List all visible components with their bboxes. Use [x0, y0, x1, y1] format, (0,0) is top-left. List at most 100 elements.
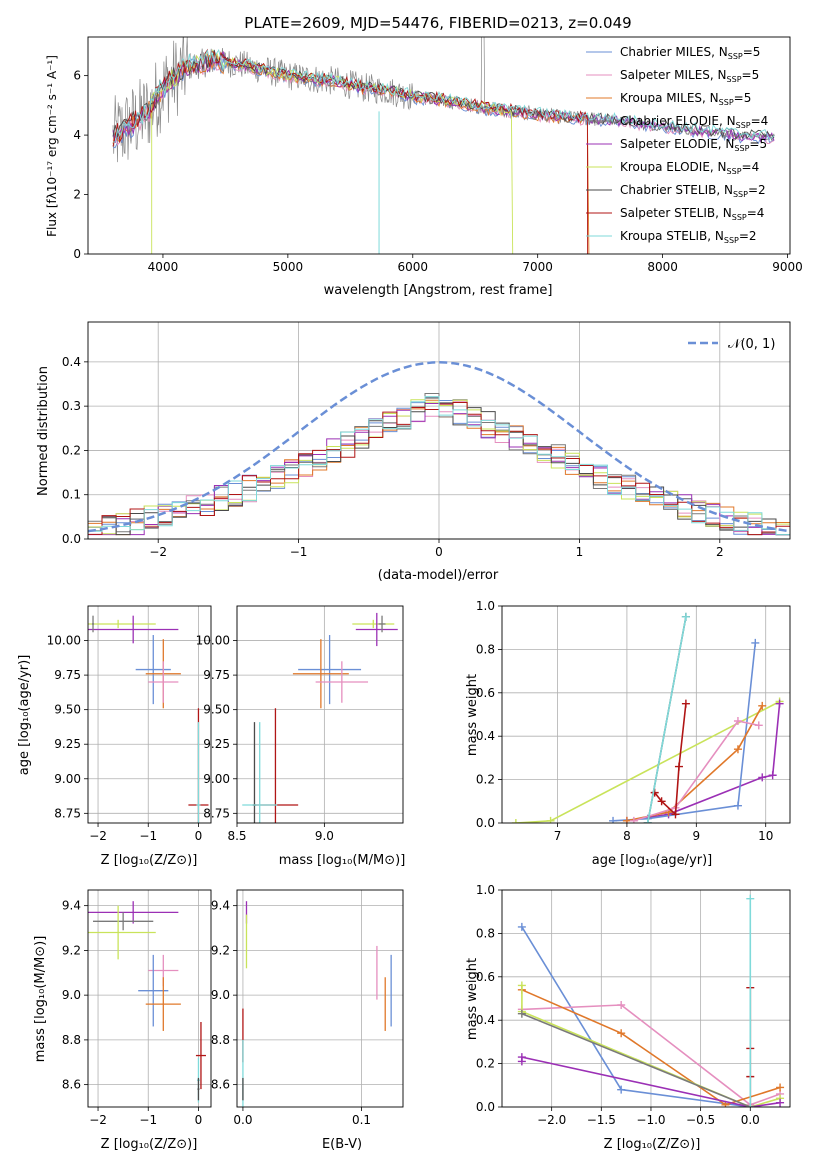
age_vs_mass-xtick-label: 9.0	[315, 829, 334, 843]
massweight-vs-z-ylabel: mass weight	[465, 958, 480, 1040]
mass_vs_ebv-ytick-label: 8.6	[211, 1078, 230, 1092]
massweight_vs_Z-ytick-label: 0.2	[476, 1057, 495, 1071]
series-line-kroupa_elodie	[521, 985, 781, 1107]
series-marker-salpeter_miles	[754, 721, 763, 730]
mass_vs_Z-xtick-label: −1	[139, 1113, 157, 1127]
age-vs-mass-panel: 8.5 9.0 8.75 9.00 9.25 9.50 9.75 10.00	[196, 605, 404, 843]
series-marker-salpeter_elodie	[768, 771, 777, 780]
mass_vs_ebv-xtick-label: 0.0	[233, 1113, 252, 1127]
massweight-vs-age-panel: 7 8 9 10 0.0 0.2 0.4 0.6 0.8 1.0	[476, 599, 791, 843]
series-marker-kroupa_miles	[617, 1029, 626, 1038]
series-marker-kroupa_stelib	[746, 894, 755, 903]
mass_vs_ebv-xtick-label: 0.1	[352, 1113, 371, 1127]
series-marker-chabrier_miles	[751, 638, 760, 647]
mass_vs_Z-ytick-label: 9.4	[62, 899, 81, 913]
series-marker-chabrier_miles	[609, 816, 618, 823]
series-marker-salpeter_stelib	[671, 810, 680, 819]
age_vs_mass-xtick-label: 8.5	[227, 829, 246, 843]
residuals-xtick-label: −2	[149, 545, 167, 559]
histogram-kroupa_stelib	[88, 396, 790, 539]
legend-entry-salpeter_miles: Salpeter MILES, NSSP=5	[620, 68, 759, 84]
spectrum-xtick-label: 6000	[397, 260, 428, 274]
residuals-ytick-label: 0.3	[62, 399, 81, 413]
massweight_vs_age-ytick-label: 0.2	[476, 773, 495, 787]
mass_vs_ebv-ytick-label: 9.4	[211, 899, 230, 913]
massweight_vs_Z-frame	[501, 889, 791, 1108]
series-marker-salpeter_stelib	[681, 699, 690, 708]
series-marker-salpeter_miles	[629, 816, 638, 823]
age-vs-mass-xlabel: mass [log₁₀(M/M⊙)]	[279, 853, 406, 868]
massweight_vs_age-xtick-label: 7	[554, 829, 562, 843]
series-line-kroupa_miles	[521, 989, 781, 1106]
massweight_vs_age-xtick-label: 10	[758, 829, 773, 843]
mass_vs_Z-xtick-label: −2	[89, 1113, 107, 1127]
spectrum-xtick-label: 5000	[273, 260, 304, 274]
spectrum-ytick-label: 6	[73, 69, 81, 83]
mass_vs_Z-ytick-label: 9.2	[62, 943, 81, 957]
series-line-kroupa_elodie	[515, 700, 780, 823]
residuals-xtick-label: 2	[716, 545, 724, 559]
age-vs-z-ylabel: age [log₁₀(age/yr)]	[17, 655, 32, 776]
age-vs-z-panel: −2 −1 0 8.75 9.00 9.25 9.50 9.75 10.00	[47, 605, 212, 843]
age_vs_Z-ytick-label: 10.00	[47, 634, 81, 648]
model-spectrum-salpeter_elodie	[112, 50, 775, 144]
series-line-salpeter_elodie	[626, 703, 781, 822]
mass_vs_ebv-frame	[236, 889, 404, 1108]
spectrum-plot-area	[112, 37, 775, 254]
massweight_vs_Z-xtick-label: −2.0	[537, 1113, 566, 1127]
massweight_vs_Z-xtick-label: −1.5	[587, 1113, 616, 1127]
massweight_vs_Z-ytick-label: 0.4	[476, 1013, 495, 1027]
spectrum-frame	[87, 36, 791, 255]
age_vs_Z-ytick-label: 9.00	[54, 772, 81, 786]
spectrum-xtick-label: 8000	[647, 260, 678, 274]
spectrum-xtick-label: 4000	[148, 260, 179, 274]
series-marker-kroupa_miles	[776, 1083, 785, 1092]
massweight_vs_age-xtick-label: 8	[623, 829, 631, 843]
residuals-ytick-label: 0.0	[62, 532, 81, 546]
age_vs_Z-xtick-label: −2	[89, 829, 107, 843]
series-marker-chabrier_miles	[517, 922, 526, 931]
spectrum-ytick-label: 2	[73, 188, 81, 202]
legend-entry-kroupa_elodie: Kroupa ELODIE, NSSP=4	[620, 160, 759, 176]
series-marker-kroupa_elodie	[546, 816, 555, 823]
mass_vs_Z-xtick-label: 0	[195, 1113, 203, 1127]
series-marker-chabrier_miles	[733, 801, 742, 810]
massweight_vs_age-ytick-label: 0.4	[476, 729, 495, 743]
age_vs_mass-ytick-label: 9.75	[203, 668, 230, 682]
residuals-panel: −2 −1 0 1 2 0.0 0.1 0.2 0.3 0.4 𝒩(0, 1)	[62, 321, 791, 559]
series-marker-salpeter_stelib	[657, 797, 666, 806]
mass-vs-z-panel: −2 −1 0 8.6 8.8 9.0 9.2 9.4	[62, 889, 212, 1127]
series-marker-salpeter_miles	[617, 1001, 626, 1010]
mass_vs_ebv-ytick-label: 9.2	[211, 943, 230, 957]
massweight_vs_age-ytick-label: 0.0	[476, 816, 495, 830]
residuals-ytick-label: 0.1	[62, 488, 81, 502]
spectrum-legend: Chabrier MILES, NSSP=5 Salpeter MILES, NS…	[586, 45, 768, 245]
age_vs_Z-ytick-label: 9.50	[54, 703, 81, 717]
residuals-ytick-label: 0.4	[62, 355, 81, 369]
series-marker-kroupa_miles	[733, 745, 742, 754]
age_vs_mass-plot-area	[242, 612, 398, 823]
mass_vs_ebv-plot-area	[242, 901, 392, 1107]
massweight_vs_age-ytick-label: 0.8	[476, 642, 495, 656]
residuals-frame	[87, 321, 791, 540]
series-marker-salpeter_elodie	[775, 699, 784, 708]
age_vs_Z-xtick-label: −1	[139, 829, 157, 843]
series-marker-kroupa_miles	[758, 701, 767, 710]
age_vs_mass-ytick-label: 9.00	[203, 772, 230, 786]
age_vs_mass-ytick-label: 9.50	[203, 703, 230, 717]
age_vs_Z-ytick-label: 9.75	[54, 668, 81, 682]
massweight_vs_Z-ytick-label: 0.8	[476, 926, 495, 940]
age_vs_mass-frame	[236, 605, 404, 824]
series-marker-salpeter_elodie	[758, 773, 767, 782]
massweight_vs_age-ytick-label: 0.6	[476, 686, 495, 700]
spectrum-ytick-label: 0	[73, 247, 81, 261]
spectrum-xlabel: wavelength [Angstrom, rest frame]	[324, 283, 553, 298]
series-marker-kroupa_stelib	[746, 1103, 755, 1107]
series-marker-kroupa_elodie	[511, 819, 520, 823]
mass_vs_Z-plot-area	[88, 901, 206, 1103]
age_vs_Z-ytick-label: 9.25	[54, 737, 81, 751]
gaussian-curve	[88, 361, 790, 533]
series-marker-salpeter_elodie	[517, 1053, 526, 1062]
age_vs_mass-ytick-label: 8.75	[203, 806, 230, 820]
